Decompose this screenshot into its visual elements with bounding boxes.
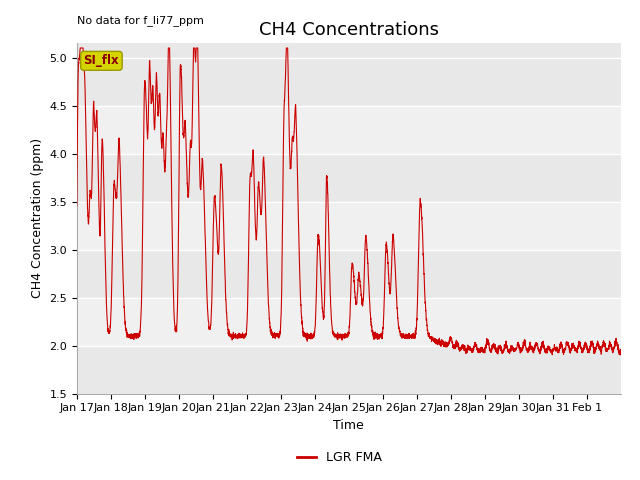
Title: CH4 Concentrations: CH4 Concentrations bbox=[259, 21, 439, 39]
Bar bbox=[77, 202, 621, 250]
Bar bbox=[77, 154, 621, 202]
Text: No data for f_li77_ppm: No data for f_li77_ppm bbox=[77, 15, 204, 26]
Bar bbox=[77, 346, 621, 394]
Bar bbox=[77, 106, 621, 154]
X-axis label: Time: Time bbox=[333, 419, 364, 432]
Bar bbox=[77, 298, 621, 346]
Text: SI_flx: SI_flx bbox=[84, 54, 119, 67]
Bar bbox=[77, 58, 621, 106]
Legend: LGR FMA: LGR FMA bbox=[292, 446, 387, 469]
Bar bbox=[77, 250, 621, 298]
Y-axis label: CH4 Concentration (ppm): CH4 Concentration (ppm) bbox=[31, 138, 44, 299]
